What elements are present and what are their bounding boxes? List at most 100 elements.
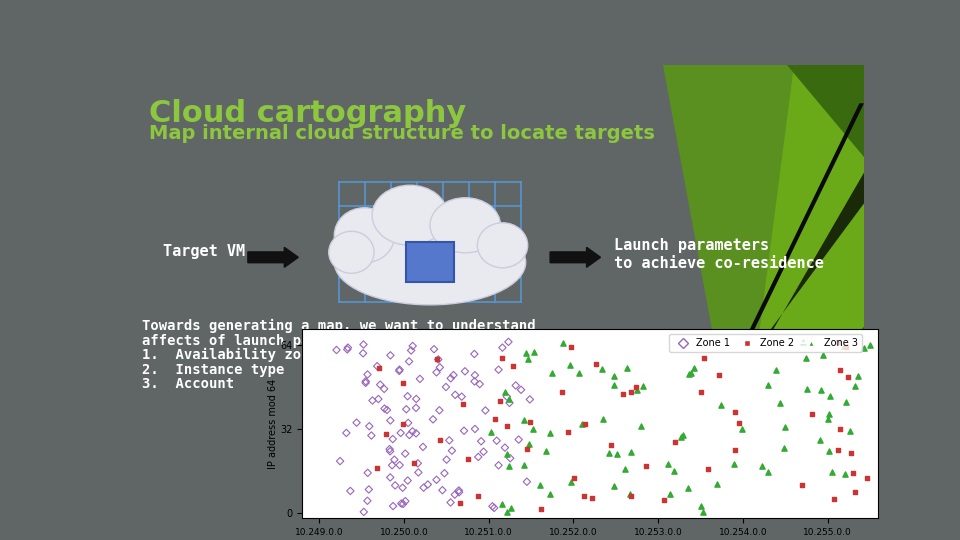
Zone 3 bbox=[619, 363, 635, 372]
Zone 3 bbox=[542, 429, 558, 438]
Ellipse shape bbox=[372, 185, 447, 245]
Zone 2 bbox=[499, 421, 515, 430]
Point bbox=[429, 354, 444, 363]
Zone 3 bbox=[666, 467, 682, 476]
Zone 2 bbox=[615, 390, 631, 399]
Zone 2 bbox=[564, 342, 579, 351]
Zone 1 bbox=[372, 380, 388, 389]
Point bbox=[400, 476, 416, 485]
Point bbox=[443, 498, 458, 507]
Zone 1 bbox=[396, 500, 411, 508]
Point bbox=[355, 349, 371, 357]
Text: Towards generating a map, we want to understand: Towards generating a map, we want to und… bbox=[142, 319, 536, 333]
Zone 2 bbox=[700, 465, 715, 474]
Zone 1 bbox=[329, 346, 345, 354]
Zone 1 bbox=[332, 457, 348, 465]
Point bbox=[360, 496, 375, 505]
Point bbox=[379, 406, 395, 414]
Point bbox=[494, 354, 510, 362]
Zone 1 bbox=[400, 392, 416, 401]
Point bbox=[410, 459, 425, 468]
Point bbox=[395, 378, 410, 387]
Point bbox=[358, 379, 373, 387]
Zone 3 bbox=[633, 422, 648, 431]
Zone 2 bbox=[728, 445, 743, 454]
FancyArrow shape bbox=[248, 247, 299, 267]
Zone 3 bbox=[594, 364, 610, 373]
Zone 3 bbox=[684, 369, 699, 377]
Zone 2 bbox=[696, 354, 711, 362]
Zone 3 bbox=[660, 460, 676, 469]
Point bbox=[451, 488, 467, 497]
Zone 3 bbox=[675, 431, 690, 440]
Zone 3 bbox=[760, 468, 776, 477]
Zone 1 bbox=[403, 346, 419, 355]
Zone 1 bbox=[467, 377, 482, 386]
Zone 1 bbox=[409, 395, 424, 403]
Zone 3 bbox=[499, 449, 515, 458]
Zone 2 bbox=[841, 373, 856, 382]
Zone 3 bbox=[572, 369, 588, 377]
Point bbox=[506, 362, 521, 371]
Zone 3 bbox=[520, 355, 536, 363]
Point bbox=[497, 443, 513, 452]
Zone 3 bbox=[526, 348, 541, 356]
Zone 2 bbox=[844, 449, 859, 458]
Zone 2 bbox=[694, 388, 709, 396]
Point bbox=[487, 415, 502, 423]
Zone 3 bbox=[734, 425, 750, 434]
Zone 2 bbox=[859, 474, 875, 482]
Point bbox=[502, 454, 517, 463]
Zone 2 bbox=[577, 420, 592, 428]
Point bbox=[487, 504, 502, 512]
Zone 1 bbox=[435, 486, 450, 495]
Point bbox=[492, 397, 508, 406]
Point bbox=[383, 416, 398, 425]
Zone 3 bbox=[497, 388, 513, 396]
Zone 2 bbox=[845, 468, 860, 477]
Point bbox=[362, 422, 377, 430]
Zone 2 bbox=[728, 408, 743, 416]
Zone 3 bbox=[501, 395, 516, 403]
Zone 2 bbox=[629, 383, 644, 392]
Zone 3 bbox=[542, 490, 558, 499]
Zone 3 bbox=[848, 382, 863, 390]
Zone 3 bbox=[610, 449, 625, 458]
Zone 2 bbox=[832, 366, 848, 374]
Zone 3 bbox=[820, 414, 835, 423]
Point bbox=[452, 499, 468, 508]
Zone 3 bbox=[768, 366, 783, 374]
Zone 2 bbox=[585, 494, 600, 502]
Point bbox=[377, 404, 393, 413]
Zone 2 bbox=[522, 417, 538, 426]
Ellipse shape bbox=[430, 198, 500, 253]
Point bbox=[372, 364, 387, 373]
Zone 3 bbox=[607, 381, 622, 389]
Zone 2 bbox=[623, 491, 638, 500]
Text: Launch parameters: Launch parameters bbox=[614, 238, 770, 253]
Zone 3 bbox=[538, 447, 553, 456]
Point bbox=[356, 340, 372, 349]
Zone 2 bbox=[830, 338, 846, 347]
Point bbox=[358, 377, 373, 386]
Zone 1 bbox=[343, 487, 358, 495]
Zone 3 bbox=[824, 468, 839, 476]
Zone 3 bbox=[821, 447, 836, 455]
Point bbox=[447, 490, 463, 499]
Polygon shape bbox=[659, 327, 864, 481]
Zone 1 bbox=[470, 453, 486, 461]
Point bbox=[499, 392, 515, 401]
Zone 3 bbox=[843, 427, 858, 436]
Zone 1 bbox=[442, 436, 457, 444]
Point bbox=[426, 345, 442, 354]
Zone 3 bbox=[755, 461, 770, 470]
Point bbox=[501, 338, 516, 346]
Zone 2 bbox=[560, 428, 575, 437]
Zone 1 bbox=[356, 508, 372, 516]
Zone 3 bbox=[813, 386, 828, 394]
Point bbox=[416, 443, 431, 451]
Text: Cloud cartography: Cloud cartography bbox=[150, 99, 467, 129]
Zone 3 bbox=[624, 448, 639, 456]
Zone 1 bbox=[432, 363, 447, 372]
Zone 3 bbox=[622, 490, 637, 498]
